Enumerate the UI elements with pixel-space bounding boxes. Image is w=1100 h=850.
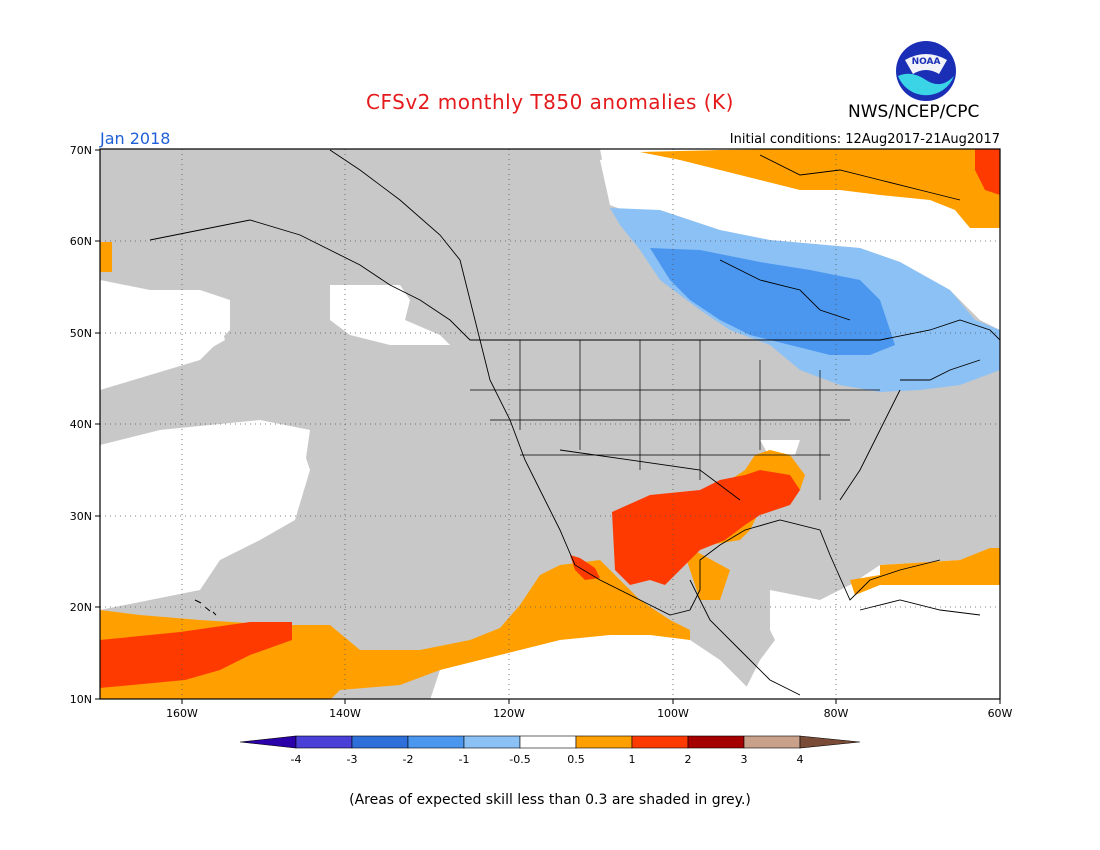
lat-label: 60N [70, 235, 92, 248]
lon-axis: 160W 140W 120W 100W 80W 60W [166, 699, 1013, 720]
legend-tick: 2 [685, 753, 692, 766]
footnote: (Areas of expected skill less than 0.3 a… [349, 792, 751, 808]
anomaly-orange-south [100, 560, 690, 699]
legend-tick: -2 [403, 753, 414, 766]
anomaly-red-gulf [612, 470, 800, 585]
state-borders [470, 340, 880, 500]
legend-swatch [463, 735, 521, 749]
lat-label: 10N [70, 693, 92, 706]
lon-label: 100W [657, 707, 689, 720]
graticule [100, 149, 1000, 699]
map-panel [100, 149, 1000, 699]
lat-label: 50N [70, 327, 92, 340]
agency-label: NWS/NCEP/CPC [848, 102, 980, 122]
legend-swatch [295, 735, 353, 749]
legend-swatch [351, 735, 409, 749]
lon-label: 140W [329, 707, 361, 720]
anomaly-orange-north [640, 149, 1000, 228]
legend-tick: -1 [459, 753, 470, 766]
map-title: CFSv2 monthly T850 anomalies (K) [366, 90, 734, 114]
initial-conditions: Initial conditions: 12Aug2017-21Aug2017 [729, 132, 1000, 147]
legend-swatch [631, 735, 689, 749]
lat-label: 30N [70, 510, 92, 523]
lon-label: 60W [988, 707, 1013, 720]
legend-arrow-left [239, 735, 297, 749]
legend-swatch [575, 735, 633, 749]
lat-label: 70N [70, 144, 92, 157]
legend-arrow-right [799, 735, 861, 749]
color-legend: -4 -3 -2 -1 -0.5 0.5 1 2 3 4 [239, 735, 861, 766]
legend-tick: 3 [741, 753, 748, 766]
legend-tick: 0.5 [567, 753, 585, 766]
anomaly-red-south [100, 622, 292, 688]
forecast-period: Jan 2018 [100, 129, 171, 148]
lon-label: 160W [166, 707, 198, 720]
anomaly-red-north [975, 149, 1000, 195]
lon-label: 80W [824, 707, 849, 720]
legend-swatch [687, 735, 745, 749]
legend-tick: -0.5 [509, 753, 530, 766]
legend-tick: -3 [347, 753, 358, 766]
lat-label: 40N [70, 418, 92, 431]
legend-swatch [519, 735, 577, 749]
lon-label: 120W [493, 707, 525, 720]
legend-swatch [743, 735, 801, 749]
noaa-logo-text: NOAA [912, 57, 941, 67]
legend-tick: -4 [291, 753, 302, 766]
lat-axis: 70N 60N 50N 40N 30N 20N 10N [70, 144, 100, 706]
anomaly-blue [650, 248, 895, 355]
lat-label: 20N [70, 601, 92, 614]
legend-tick: 4 [797, 753, 804, 766]
legend-swatch [407, 735, 465, 749]
legend-tick: 1 [629, 753, 636, 766]
noaa-logo: NOAA [896, 41, 956, 101]
coastlines [149, 149, 1000, 696]
